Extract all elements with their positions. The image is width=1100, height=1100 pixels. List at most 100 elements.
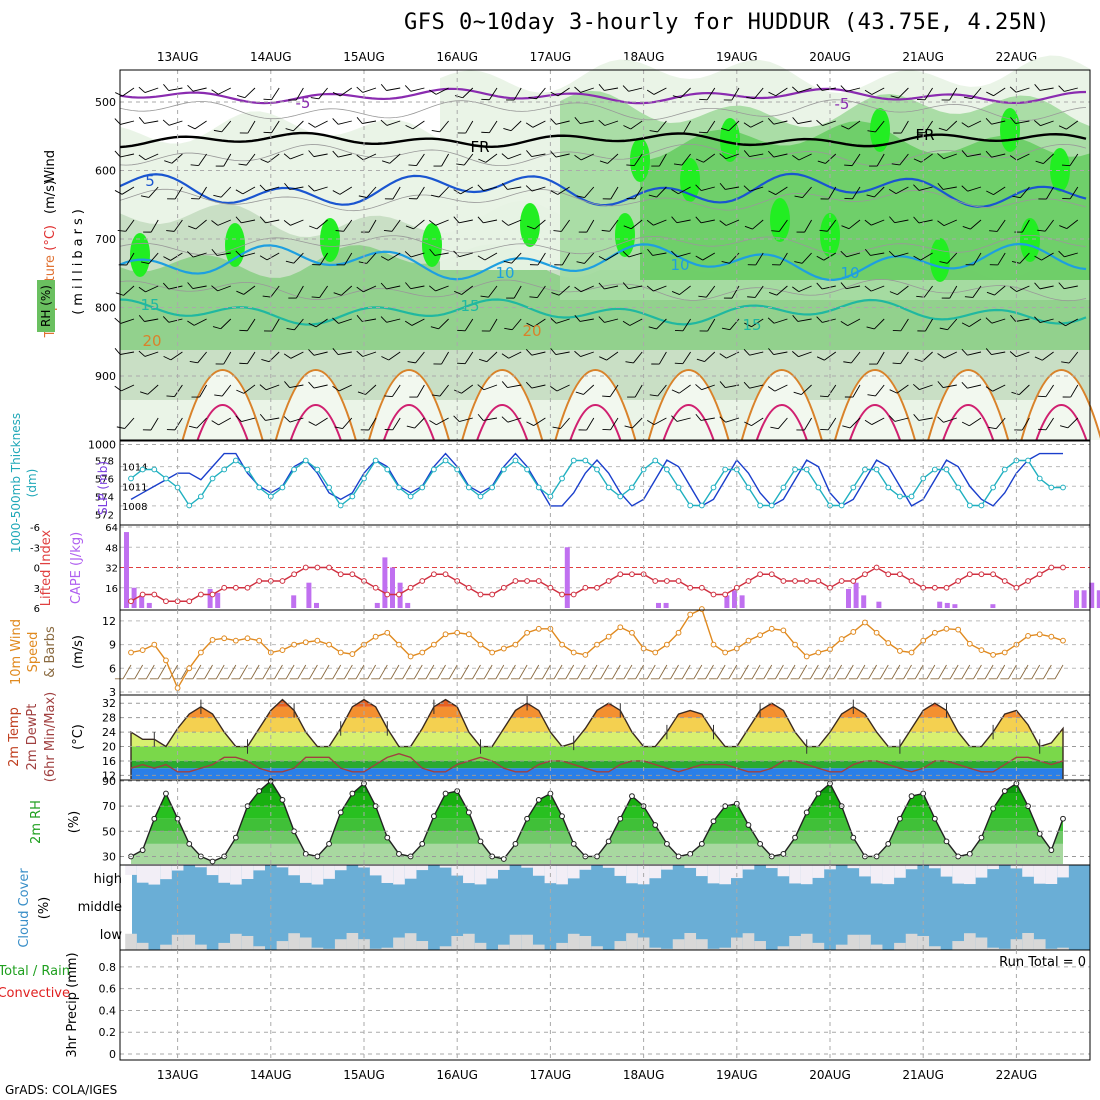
wind-barb: [622, 250, 643, 258]
cape-bar: [405, 602, 411, 608]
wind-barb: [796, 219, 812, 233]
surface-wind-barb: [511, 664, 528, 680]
wind-barb: [867, 120, 885, 133]
wind-barb-flag: [792, 155, 800, 161]
wind-barb-flag: [840, 282, 847, 289]
wind-barb-staff: [194, 120, 207, 130]
cloud-low-gap: [591, 946, 603, 950]
wind-barb-staff: [610, 417, 619, 431]
wind-barb-staff: [586, 417, 595, 431]
lifted-index-line-marker: [302, 564, 309, 571]
lifted-index-line-marker: [675, 578, 682, 584]
wind-barb-flag: [429, 420, 437, 426]
wind-barb: [985, 317, 1006, 324]
wind-barb-flag: [190, 164, 199, 166]
wind-barb-flag: [481, 98, 490, 101]
surface-wind-barb-staff: [728, 664, 738, 680]
wind-barb-flag: [649, 394, 658, 397]
wind-barb: [913, 252, 933, 261]
wind-barb-flag: [140, 195, 149, 198]
wind-barb-staff: [967, 351, 982, 356]
surface-wind-barb-flag: [848, 678, 857, 680]
wind-barb-staff: [653, 219, 667, 226]
wind-barb-flag: [772, 264, 781, 266]
wind-tick: 6: [109, 662, 116, 675]
wind-barb: [405, 282, 425, 290]
contour-label: FR: [470, 138, 489, 156]
surface-wind-barb: [1011, 664, 1029, 680]
wind-barb: [1062, 384, 1079, 398]
rh-line-marker: [710, 818, 717, 825]
lifted-index-line-marker: [431, 571, 437, 578]
rh-tick: 30: [102, 850, 116, 863]
wind-barb: [550, 150, 570, 158]
wind-barb-flag: [743, 122, 751, 128]
rh-line-marker: [535, 796, 542, 803]
wind-barb: [550, 87, 570, 97]
wind-barb-staff: [922, 351, 933, 362]
wind-barb-flag: [622, 320, 631, 326]
cloud-high-gap: [812, 865, 825, 878]
wind-barb-staff: [656, 186, 667, 198]
wind-barb-staff: [634, 186, 643, 200]
wind-barb: [986, 285, 1006, 296]
cape-bar: [207, 589, 213, 608]
wind-barb-flag: [162, 119, 170, 126]
wind-barb: [262, 285, 280, 298]
wind-barb-flag: [453, 216, 460, 224]
rh-label-text: 2m RH: [29, 800, 44, 844]
wind-barb: [166, 219, 183, 232]
surface-wind-barb-flag: [627, 678, 636, 680]
wind-barb: [869, 351, 885, 365]
cloud-low-gap: [917, 935, 930, 950]
wind-barb: [913, 413, 933, 421]
wind-barb-flag: [187, 320, 195, 326]
wind-label-1-text: 10m Wind: [9, 619, 24, 685]
surface-wind-barb-staff: [705, 664, 714, 680]
rh-line-marker: [966, 851, 973, 857]
wind-barb: [456, 153, 474, 166]
wind-barb-staff: [270, 285, 280, 298]
rh-line-marker: [349, 790, 356, 797]
rh-line-marker: [1048, 847, 1055, 854]
wind-barb-staff: [653, 285, 667, 292]
wind-barb: [646, 417, 667, 426]
wind-barb-staff: [441, 351, 449, 365]
wind-barb-staff: [804, 417, 812, 431]
wind-barb: [529, 252, 546, 266]
surface-wind-barb: [615, 664, 633, 680]
wind-barb-staff: [967, 186, 982, 192]
wind-barb: [792, 153, 812, 161]
thickness-line-marker: [337, 502, 344, 509]
wind-barb-flag: [356, 350, 364, 357]
surface-wind-barb: [732, 664, 749, 680]
surface-wind-barb-flag: [278, 678, 287, 680]
lifted-index-line-marker: [885, 571, 892, 578]
wind-barb-staff: [846, 87, 861, 92]
cloud-high-gap: [125, 865, 137, 875]
lifted-index-line-marker: [594, 584, 600, 591]
wind-barb-staff: [150, 417, 159, 431]
wind-barb: [1009, 153, 1030, 161]
thickness-line-marker: [617, 493, 624, 500]
wind-barb: [259, 384, 280, 391]
wind-barb: [117, 219, 135, 232]
wind-barb-flag: [574, 117, 581, 124]
wind-barb: [844, 384, 861, 398]
cloud-low-gap: [696, 939, 708, 950]
wind-barb-staff: [1015, 87, 1030, 93]
wind-barb: [938, 120, 958, 132]
surface-wind-barb-flag: [545, 678, 555, 680]
wind-barb-staff: [775, 87, 788, 97]
temperature-25-dome: [942, 404, 995, 441]
wind-barb-staff: [507, 153, 522, 160]
rh-tick: 50: [102, 825, 116, 838]
wind-barb: [864, 219, 885, 226]
wind-barb-flag: [431, 394, 441, 397]
wind-barb-flag: [283, 153, 291, 160]
wind-barb: [816, 84, 836, 91]
wind-barb-staff: [997, 252, 1006, 266]
wind-barb: [550, 186, 570, 195]
thickness-line-marker: [570, 457, 577, 464]
